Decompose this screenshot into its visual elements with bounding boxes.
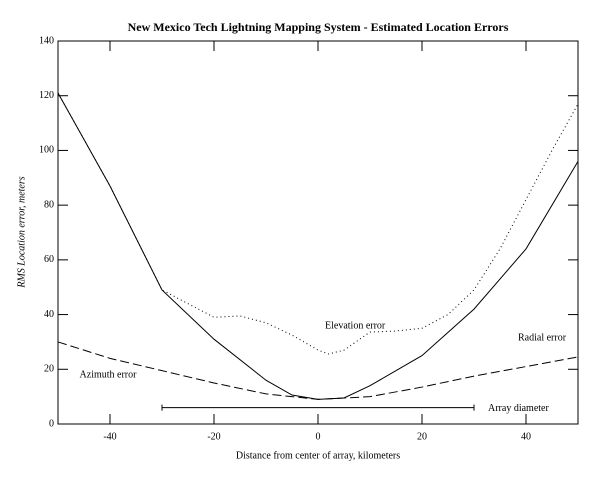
x-tick-label: 20 [417,431,427,442]
x-tick-label: -20 [207,431,220,442]
series-line [57,341,579,400]
y-tick-label: 100 [39,145,54,156]
y-axis-label: RMS Location error, meters [16,176,27,288]
x-tick-label: -40 [103,431,116,442]
series-label: Elevation error [325,320,386,331]
y-tick-label: 20 [44,364,54,375]
array-diameter-label: Array diameter [488,403,549,414]
chart-title: New Mexico Tech Lightning Mapping System… [128,20,509,34]
y-tick-label: 140 [39,35,54,46]
y-tick-label: 80 [44,199,54,210]
y-tick-label: 0 [49,418,54,429]
plot-frame [57,40,579,425]
series-label: Radial error [518,332,567,343]
x-tick-label: 40 [521,431,531,442]
series-line [57,92,579,355]
y-tick-label: 120 [39,90,54,101]
y-tick-label: 40 [44,309,54,320]
series-label: Azimuth error [80,369,138,380]
x-axis-label: Distance from center of array, kilometer… [236,450,400,461]
y-tick-label: 60 [44,254,54,265]
series-line [57,92,579,400]
x-tick-label: 0 [316,431,321,442]
